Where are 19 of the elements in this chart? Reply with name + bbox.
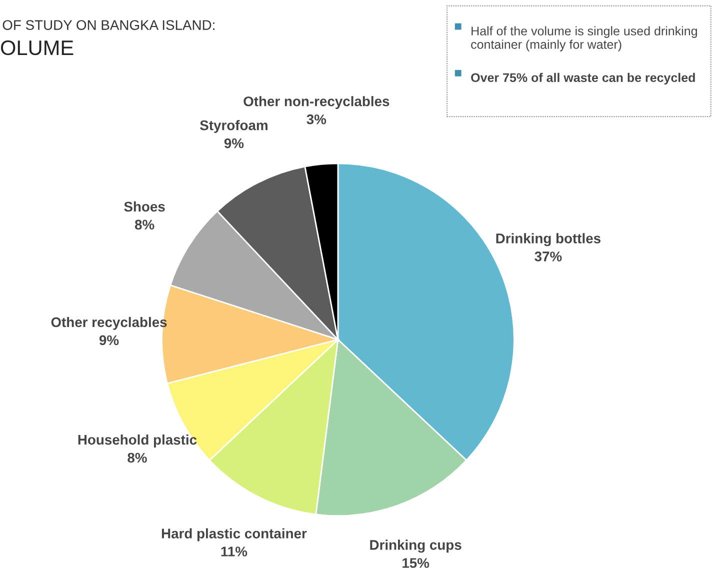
data-label: 37% <box>534 252 562 262</box>
slice-label: Other non-recyclables <box>244 96 390 110</box>
data-label: 11% <box>221 546 248 556</box>
slice-label: Shoes <box>124 201 165 212</box>
data-label: 8% <box>134 220 154 230</box>
data-label: 9% <box>224 138 244 148</box>
data-label: 8% <box>128 452 147 463</box>
text: Half of the volume is single used drinking container (mainly for water) <box>471 26 697 52</box>
slice-label: Drinking cups <box>370 540 462 553</box>
chart-subtitle: OLUME <box>0 40 74 56</box>
data-label: 9% <box>99 335 119 346</box>
slice-label: Drinking bottles <box>496 233 600 246</box>
slice-label: Hard plastic container <box>162 528 307 542</box>
data-label: 3% <box>306 114 326 124</box>
data-label: 15% <box>402 558 430 568</box>
chart-title: OF STUDY ON BANGKA ISLAND: <box>2 20 214 30</box>
slice-label: Household plastic <box>78 434 197 448</box>
slice-label: Styrofoam <box>200 120 268 133</box>
text: Over 75% of all waste can be recycled <box>471 72 695 85</box>
